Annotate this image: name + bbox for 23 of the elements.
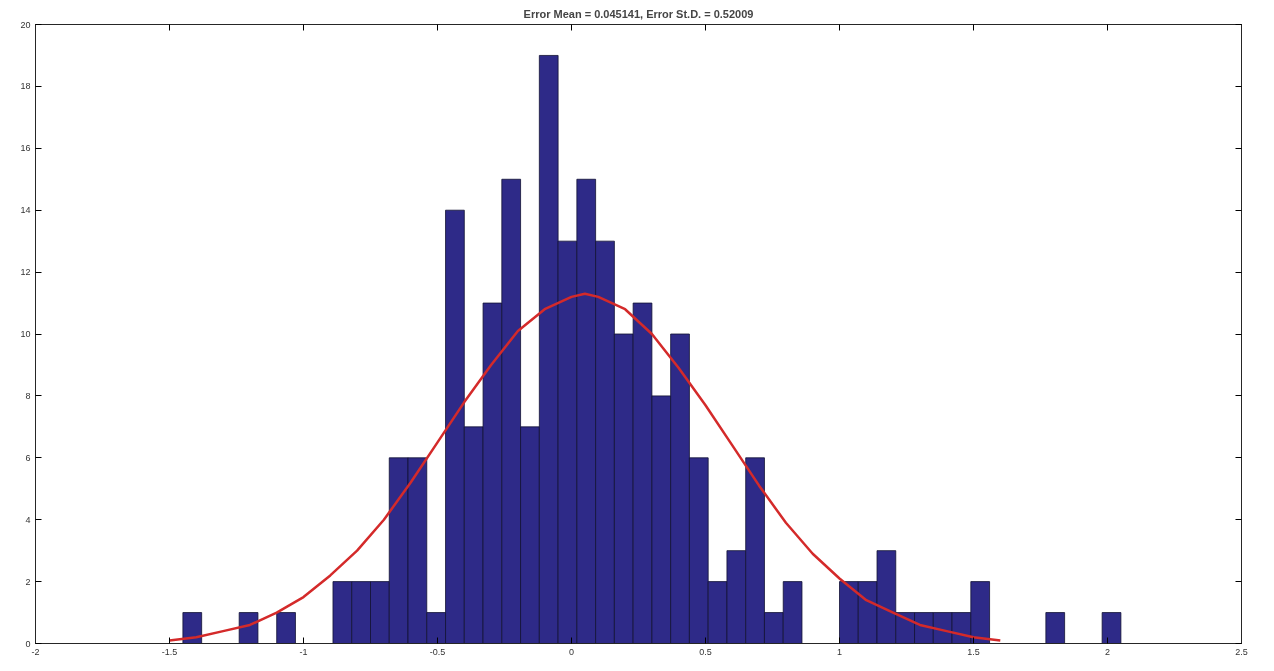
x-tick-label: 0: [569, 646, 575, 657]
y-tick-label: 14: [20, 205, 31, 216]
x-tick-label: -1: [299, 646, 308, 657]
chart-title: Error Mean = 0.045141, Error St.D. = 0.52009: [523, 7, 754, 20]
y-tick-label: 8: [25, 390, 31, 401]
y-tick-label: 18: [20, 81, 31, 92]
x-tick-label: 0.5: [699, 646, 712, 657]
x-tick-label: 2: [1105, 646, 1111, 657]
y-tick-label: 20: [20, 19, 31, 30]
y-tick-label: 10: [20, 329, 31, 339]
x-tick-label: -2: [31, 646, 40, 657]
x-tick-label: 1: [837, 646, 843, 657]
x-tick-label: -0.5: [429, 646, 446, 657]
y-tick-label: 2: [25, 576, 31, 587]
x-tick-label: 2.5: [1235, 646, 1248, 657]
y-tick-label: 6: [25, 452, 31, 463]
x-tick-label: -1.5: [161, 646, 178, 657]
y-tick-label: 12: [20, 267, 31, 278]
y-tick-label: 16: [20, 143, 31, 154]
line-series: [168, 292, 1002, 642]
y-tick-label: 0: [25, 638, 31, 649]
x-tick-label: 1.5: [967, 646, 980, 657]
y-tick-label: 4: [25, 514, 31, 525]
